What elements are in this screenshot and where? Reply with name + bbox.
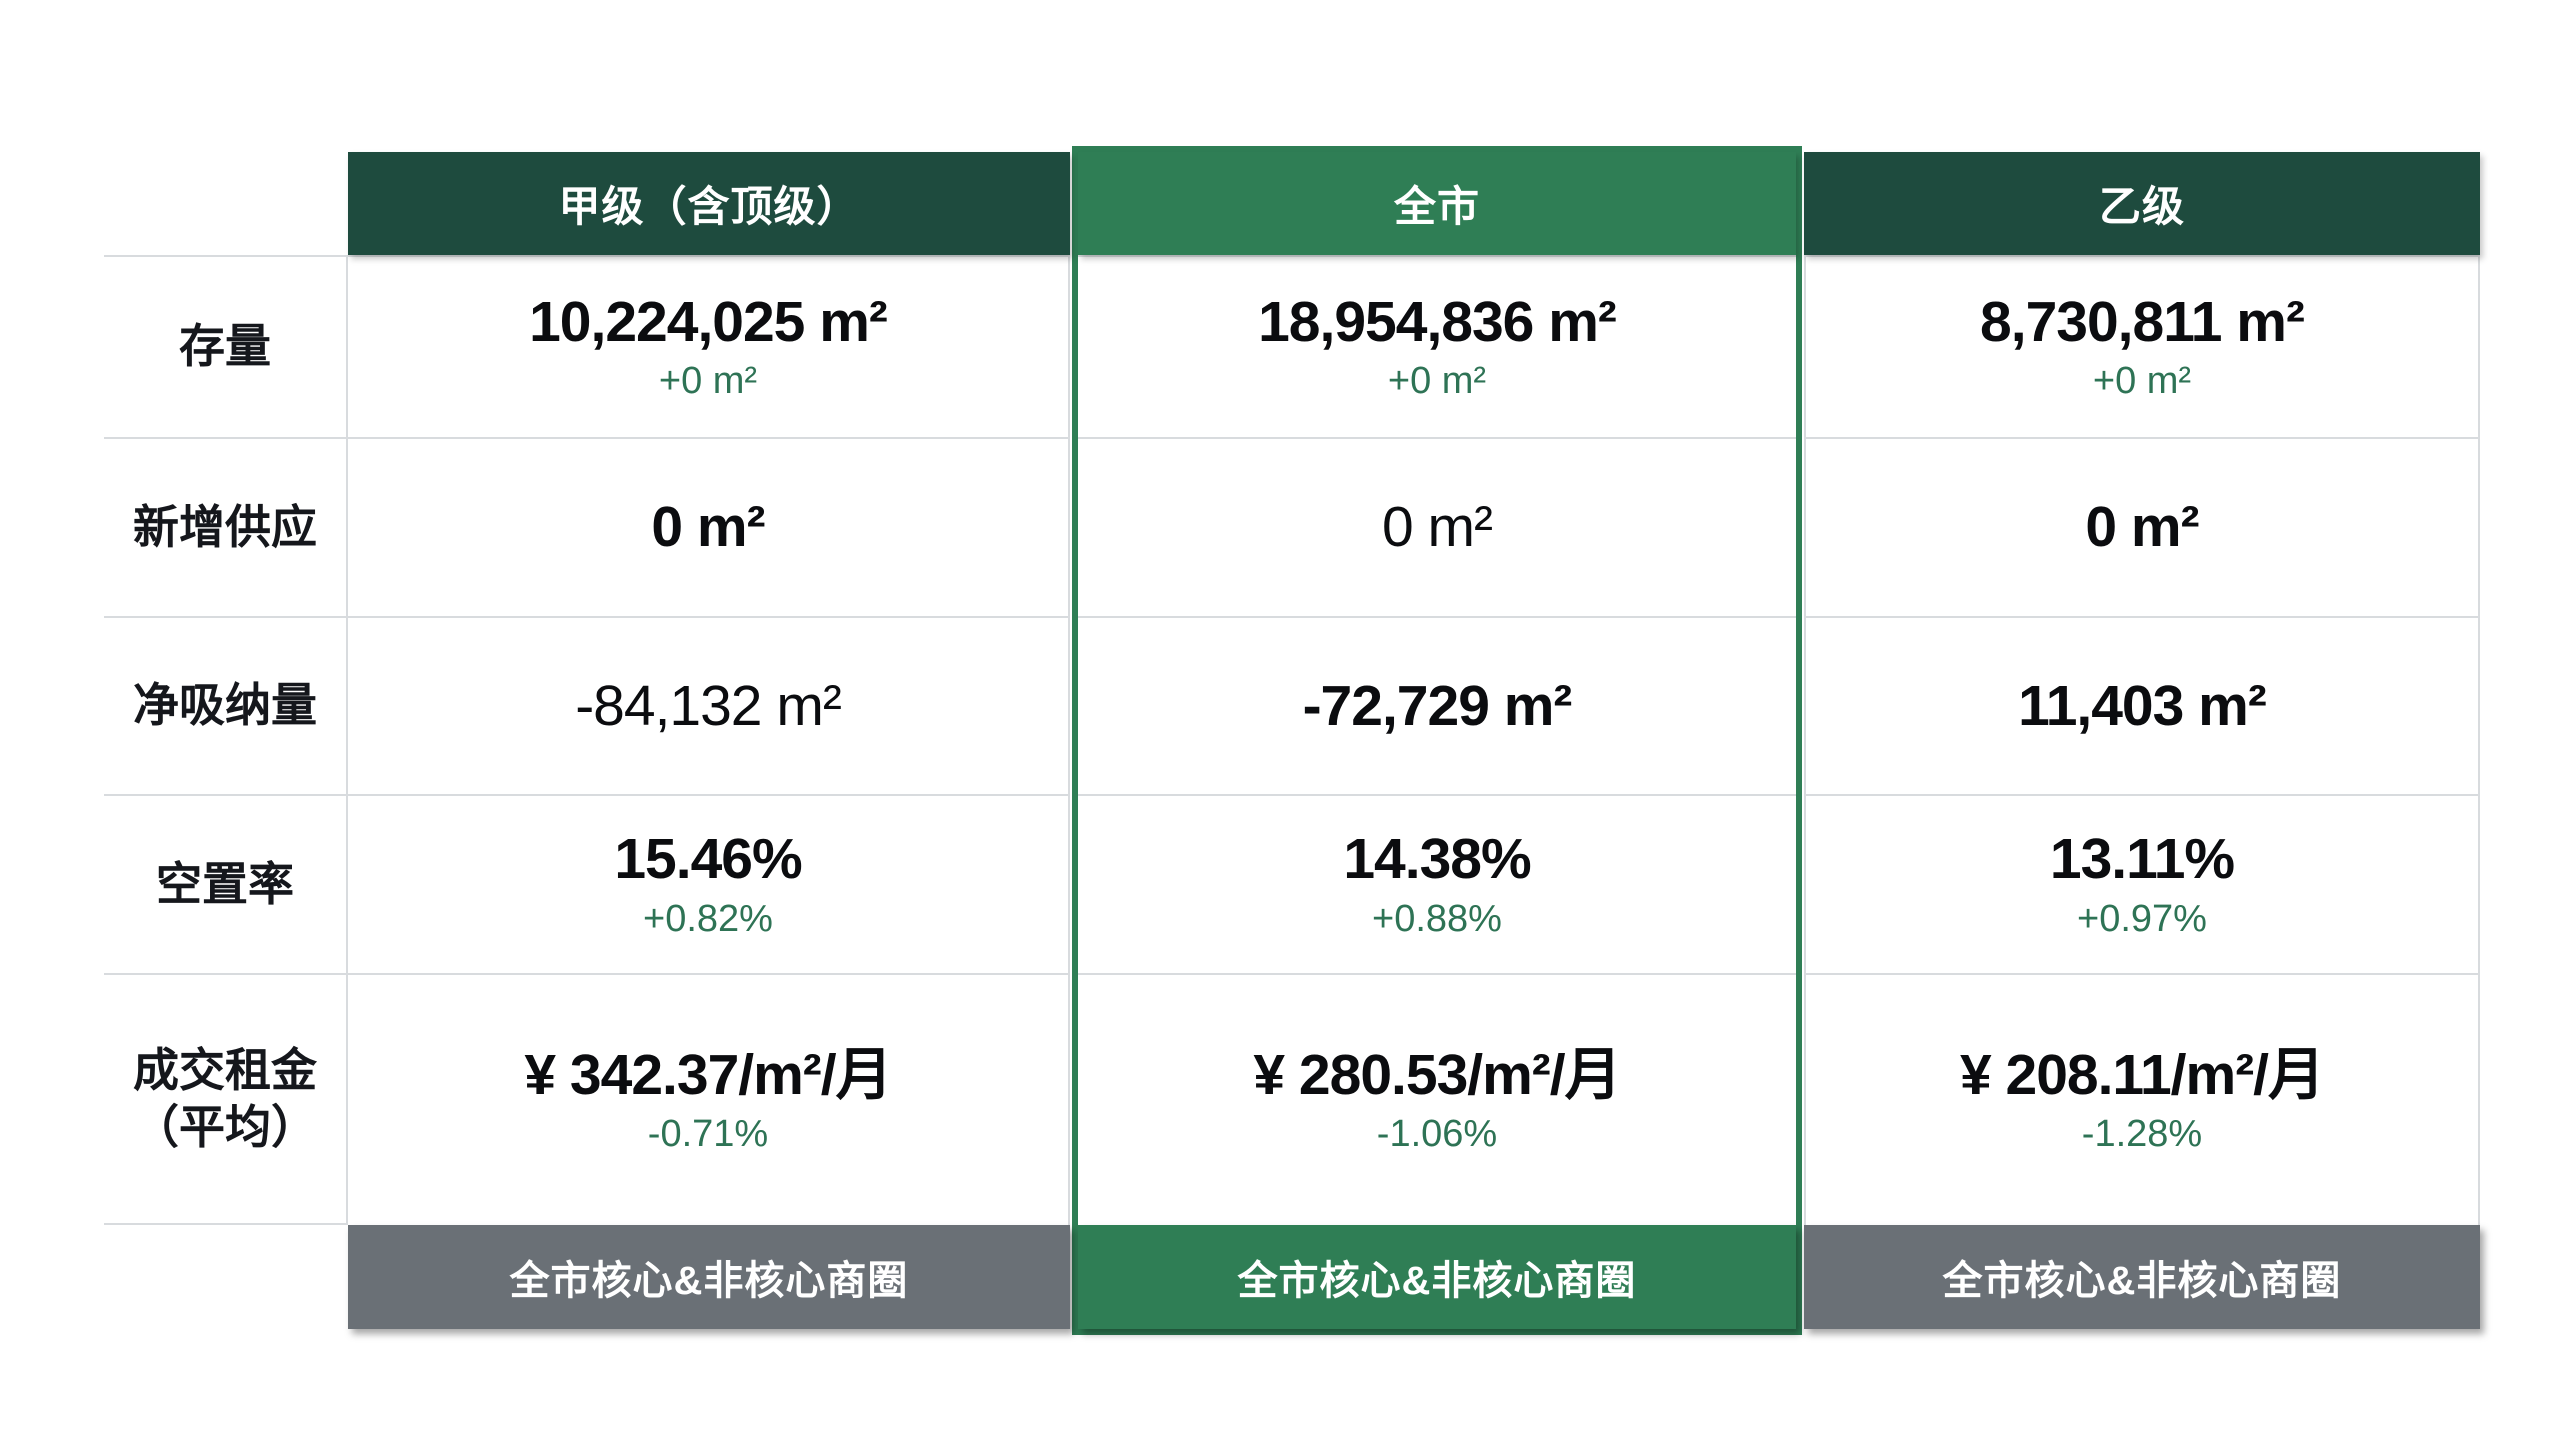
cell-grade-a-vacancy: 15.46% +0.82%	[348, 794, 1070, 973]
row-label-stock: 存量	[104, 255, 348, 437]
cell-grade-b-rent: ¥ 208.11/m²/月 -1.28%	[1804, 973, 2480, 1225]
cell-citywide-new-supply: 0 m²	[1078, 437, 1796, 616]
cell-grade-a-new-supply: 0 m²	[348, 437, 1070, 616]
corner-spacer	[104, 152, 348, 255]
row-label-net-absorption: 净吸纳量	[104, 616, 348, 794]
cell-grade-a-net-absorption: -84,132 m²	[348, 616, 1070, 794]
rent-change: -1.28%	[2081, 1113, 2203, 1156]
net-absorption-value: -72,729 m²	[1302, 673, 1573, 738]
column-grade-b: 乙级 8,730,811 m² +0 m² 0 m² 11,403 m² 13.…	[1804, 152, 2480, 1329]
cell-citywide-vacancy: 14.38% +0.88%	[1078, 794, 1796, 973]
new-supply-value: 0 m²	[2085, 495, 2199, 560]
new-supply-value: 0 m²	[651, 495, 765, 560]
stock-value: 18,954,836 m²	[1258, 289, 1617, 354]
rent-change: -1.06%	[1376, 1113, 1498, 1156]
column-header-grade-b: 乙级	[1804, 152, 2480, 255]
cell-grade-a-stock: 10,224,025 m² +0 m²	[348, 255, 1070, 437]
vacancy-value: 14.38%	[1343, 827, 1531, 892]
stock-change: +0 m²	[1387, 360, 1487, 403]
column-grade-a: 甲级（含顶级） 10,224,025 m² +0 m² 0 m² -84,132…	[348, 152, 1070, 1329]
vacancy-change: +0.82%	[643, 897, 773, 940]
vacancy-value: 13.11%	[2049, 827, 2235, 892]
row-label-average-rent: 成交租金 （平均）	[104, 973, 348, 1225]
cell-grade-b-stock: 8,730,811 m² +0 m²	[1804, 255, 2480, 437]
cell-citywide-stock: 18,954,836 m² +0 m²	[1078, 255, 1796, 437]
net-absorption-value: -84,132 m²	[575, 673, 842, 738]
column-header-grade-a: 甲级（含顶级）	[348, 152, 1070, 255]
vacancy-change: +0.97%	[2077, 897, 2207, 940]
stock-value: 10,224,025 m²	[529, 289, 888, 354]
row-label-column: 存量 新增供应 净吸纳量 空置率 成交租金 （平均）	[104, 152, 348, 1225]
cell-citywide-rent: ¥ 280.53/m²/月 -1.06%	[1078, 973, 1796, 1225]
rent-value: ¥ 342.37/m²/月	[524, 1042, 892, 1107]
vacancy-value: 15.46%	[614, 827, 802, 892]
cell-citywide-net-absorption: -72,729 m²	[1078, 616, 1796, 794]
column-footer-grade-b: 全市核心&非核心商圈	[1804, 1225, 2480, 1329]
column-footer-citywide: 全市核心&非核心商圈	[1078, 1225, 1796, 1329]
rent-change: -0.71%	[647, 1113, 769, 1156]
column-citywide: 全市 18,954,836 m² +0 m² 0 m² -72,729 m² 1…	[1072, 146, 1802, 1335]
row-label-vacancy-rate: 空置率	[104, 794, 348, 973]
row-label-new-supply: 新增供应	[104, 437, 348, 616]
stock-change: +0 m²	[658, 360, 758, 403]
cell-grade-b-vacancy: 13.11% +0.97%	[1804, 794, 2480, 973]
net-absorption-value: 11,403 m²	[2018, 673, 2267, 738]
cell-grade-b-new-supply: 0 m²	[1804, 437, 2480, 616]
rent-value: ¥ 280.53/m²/月	[1253, 1042, 1621, 1107]
column-footer-grade-a: 全市核心&非核心商圈	[348, 1225, 1070, 1329]
cell-grade-b-net-absorption: 11,403 m²	[1804, 616, 2480, 794]
stock-value: 8,730,811 m²	[1980, 289, 2305, 354]
vacancy-change: +0.88%	[1372, 897, 1502, 940]
rent-value: ¥ 208.11/m²/月	[1959, 1042, 2325, 1107]
stock-change: +0 m²	[2092, 360, 2192, 403]
new-supply-value: 0 m²	[1382, 495, 1493, 560]
cell-grade-a-rent: ¥ 342.37/m²/月 -0.71%	[348, 973, 1070, 1225]
column-header-citywide: 全市	[1078, 152, 1796, 255]
